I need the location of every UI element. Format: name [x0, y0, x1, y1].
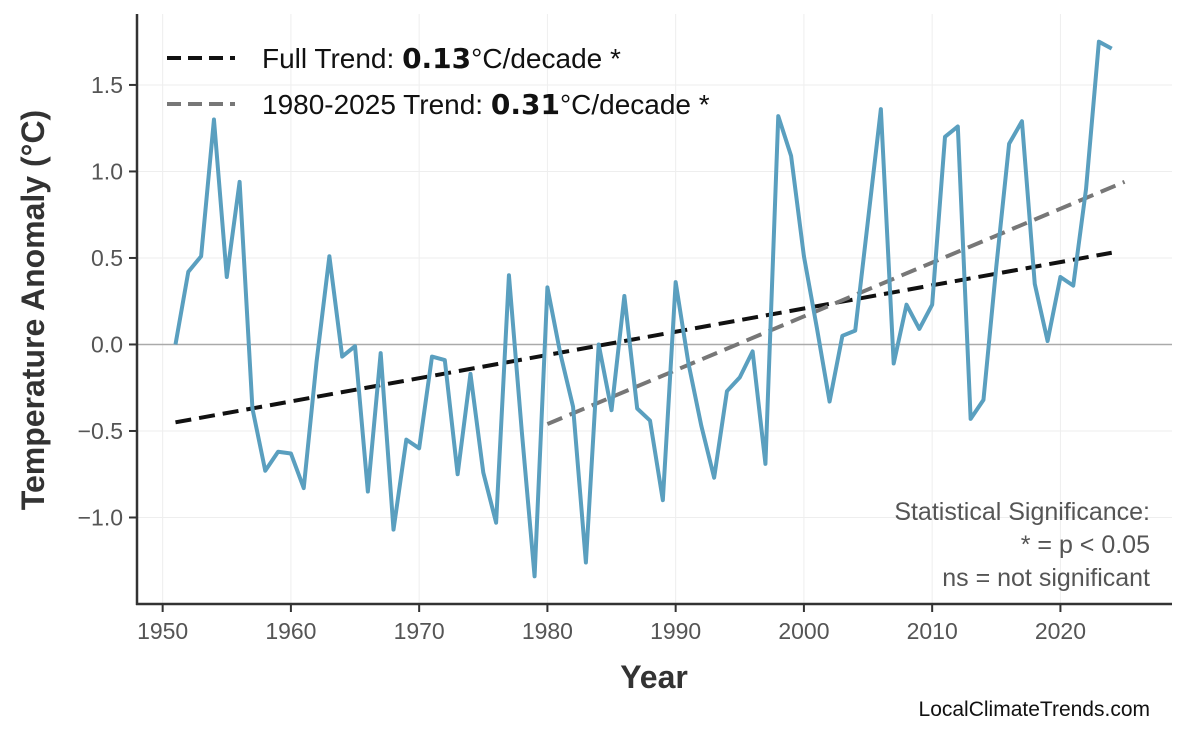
x-tick-label: 2020 [1035, 618, 1086, 644]
x-ticks: 1950 1960 1970 1980 1990 2000 2010 2020 [137, 604, 1086, 644]
significance-note: Statistical Significance: * = p < 0.05 n… [894, 498, 1150, 592]
x-tick-label: 1970 [394, 618, 445, 644]
temperature-series-line [173, 39, 1113, 579]
x-tick-label: 1990 [650, 618, 701, 644]
note-line-1: Statistical Significance: [894, 498, 1150, 526]
trend-line-1980-2025 [546, 179, 1126, 426]
y-tick-label: 1.5 [91, 72, 123, 98]
watermark: LocalClimateTrends.com [919, 698, 1150, 721]
trend-lines [175, 179, 1126, 426]
y-tick-label: 0.0 [91, 331, 123, 357]
y-axis-label: Temperature Anomaly (°C) [15, 110, 51, 510]
y-tick-label: 1.0 [91, 158, 123, 184]
trend-line-full [175, 250, 1113, 425]
y-tick-label: 0.5 [91, 245, 123, 271]
axes [135, 14, 1172, 606]
y-tick-label: −0.5 [78, 418, 123, 444]
note-line-2: * = p < 0.05 [1021, 531, 1150, 559]
x-tick-label: 1950 [137, 618, 188, 644]
x-tick-label: 1960 [265, 618, 316, 644]
note-line-3: ns = not significant [942, 564, 1150, 592]
x-tick-label: 1980 [522, 618, 573, 644]
y-ticks: −1.0 −0.5 0.0 0.5 1.0 1.5 [78, 72, 137, 530]
legend-entry-1980-trend: 1980-2025 Trend: 0.31°C/decade * [262, 88, 710, 121]
x-axis-label: Year [620, 659, 688, 695]
legend: Full Trend: 0.13°C/decade * 1980-2025 Tr… [167, 42, 710, 121]
y-tick-label: −1.0 [78, 504, 123, 530]
x-tick-label: 2000 [778, 618, 829, 644]
legend-entry-full-trend: Full Trend: 0.13°C/decade * [262, 42, 621, 75]
x-tick-label: 2010 [907, 618, 958, 644]
